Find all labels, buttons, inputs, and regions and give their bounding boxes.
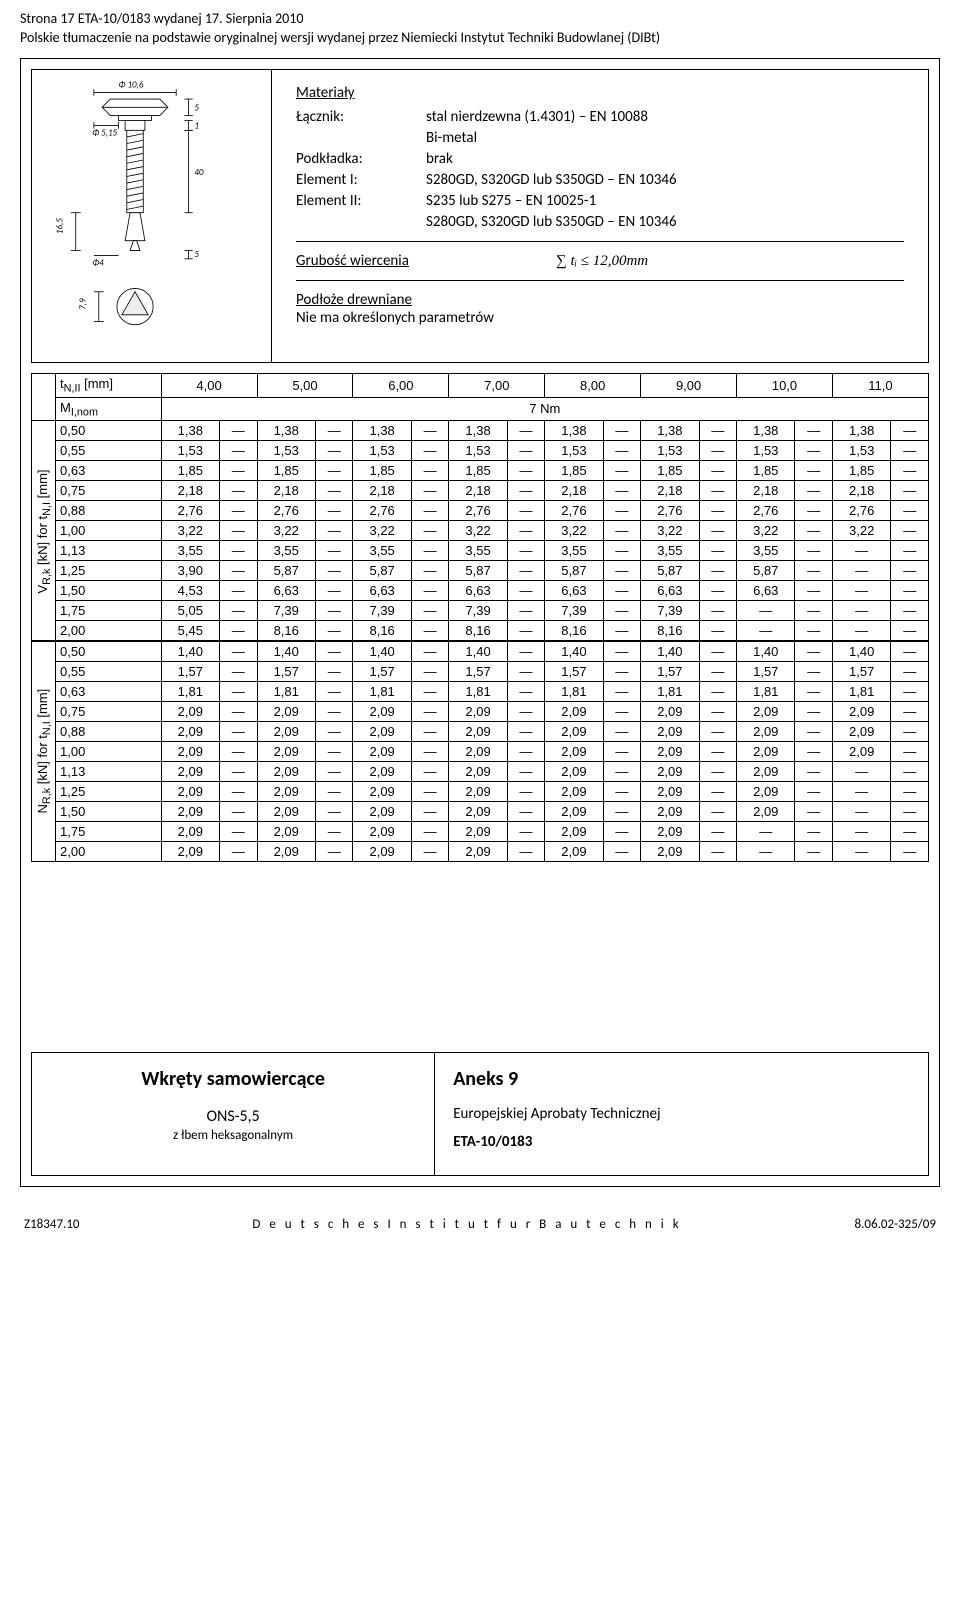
annex-title: Aneks 9	[453, 1067, 910, 1091]
materials-value: brak	[426, 150, 904, 168]
materials-label: Element I:	[296, 171, 426, 189]
materials-title: Materiały	[296, 84, 904, 102]
drilling-thickness: Grubość wiercenia ∑ tᵢ ≤ 12,00mm	[296, 252, 904, 270]
svg-text:16,5: 16,5	[55, 218, 66, 234]
svg-text:7,9: 7,9	[78, 298, 89, 310]
page-header: Strona 17 ETA-10/0183 wydanej 17. Sierpn…	[20, 10, 940, 46]
y-axis-label: VR,k [kN] for tN,I [mm]	[32, 421, 56, 642]
main-content-frame: Φ 10,6 5 1 Φ 5,15 40 16,5 Φ4 5 7,9 Mater…	[20, 58, 940, 1187]
materials-row: Element I:S280GD, S320GD lub S350GD – EN…	[296, 171, 904, 189]
svg-text:5: 5	[194, 249, 199, 260]
header-line-1: Strona 17 ETA-10/0183 wydanej 17. Sierpn…	[20, 10, 940, 27]
wood-section: Podłoże drewniane Nie ma określonych par…	[296, 291, 904, 327]
materials-label: Podkładka:	[296, 150, 426, 168]
materials-value: stal nierdzewna (1.4301) – EN 10088	[426, 108, 904, 126]
blank-space	[31, 862, 929, 1042]
materials-label: Element II:	[296, 192, 426, 210]
footer-left-title: Wkręty samowiercące	[50, 1067, 416, 1091]
materials-value: S280GD, S320GD lub S350GD – EN 10346	[426, 171, 904, 189]
top-section: Φ 10,6 5 1 Φ 5,15 40 16,5 Φ4 5 7,9 Mater…	[31, 69, 929, 363]
data-table: tN,II [mm]4,005,006,007,008,009,0010,011…	[31, 373, 929, 862]
materials-row: S280GD, S320GD lub S350GD – EN 10346	[296, 213, 904, 231]
materials-label	[296, 129, 426, 147]
footer-block: Wkręty samowiercące ONS-5,5 z łbem heksa…	[31, 1052, 929, 1176]
materials-row: Podkładka:brak	[296, 150, 904, 168]
svg-text:5: 5	[194, 103, 199, 114]
materials-label: Łącznik:	[296, 108, 426, 126]
divider-2	[296, 280, 904, 281]
wood-title: Podłoże drewniane	[296, 291, 904, 309]
screw-diagram: Φ 10,6 5 1 Φ 5,15 40 16,5 Φ4 5 7,9	[32, 70, 272, 362]
page-footer: Z18347.10 D e u t s c h e s I n s t i t …	[20, 1217, 940, 1232]
materials-row: Element II:S235 lub S275 – EN 10025-1	[296, 192, 904, 210]
svg-text:Φ 10,6: Φ 10,6	[119, 80, 144, 91]
footer-model: ONS-5,5	[50, 1107, 416, 1126]
thickness-formula: ∑ tᵢ ≤ 12,00mm	[556, 253, 648, 270]
thickness-label: Grubość wiercenia	[296, 252, 556, 270]
spec-panel: Materiały Łącznik:stal nierdzewna (1.430…	[272, 70, 928, 362]
svg-text:40: 40	[194, 167, 204, 178]
materials-value: Bi-metal	[426, 129, 904, 147]
footer-left-code: Z18347.10	[24, 1217, 80, 1232]
materials-label	[296, 213, 426, 231]
materials-row: Bi-metal	[296, 129, 904, 147]
approval-line: Europejskiej Aprobaty Technicznej	[453, 1105, 910, 1123]
materials-value: S280GD, S320GD lub S350GD – EN 10346	[426, 213, 904, 231]
eta-code: ETA-10/0183	[453, 1133, 910, 1151]
footer-model-sub: z łbem heksagonalnym	[50, 1128, 416, 1143]
footer-left: Wkręty samowiercące ONS-5,5 z łbem heksa…	[32, 1053, 435, 1175]
header-line-2: Polskie tłumaczenie na podstawie orygina…	[20, 29, 940, 46]
svg-text:1: 1	[194, 121, 199, 132]
divider-1	[296, 241, 904, 242]
wood-note: Nie ma określonych parametrów	[296, 309, 904, 327]
svg-text:Φ4: Φ4	[92, 257, 104, 268]
screw-svg: Φ 10,6 5 1 Φ 5,15 40 16,5 Φ4 5 7,9	[38, 76, 265, 356]
footer-right-code: 8.06.02-325/09	[855, 1217, 936, 1232]
materials-value: S235 lub S275 – EN 10025-1	[426, 192, 904, 210]
y-axis-label: NR,k [kN] for tN,I [mm]	[32, 641, 56, 862]
footer-right: Aneks 9 Europejskiej Aprobaty Techniczne…	[435, 1053, 928, 1175]
footer-center: D e u t s c h e s I n s t i t u t f u r …	[252, 1217, 681, 1232]
data-table-wrap: tN,II [mm]4,005,006,007,008,009,0010,011…	[31, 373, 929, 862]
svg-text:Φ 5,15: Φ 5,15	[92, 127, 117, 138]
materials-row: Łącznik:stal nierdzewna (1.4301) – EN 10…	[296, 108, 904, 126]
